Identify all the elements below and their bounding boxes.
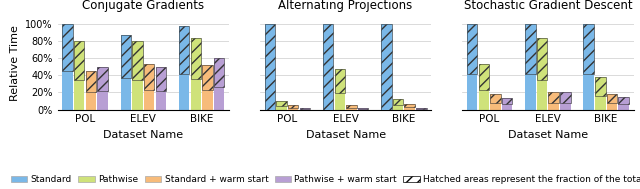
Bar (288, 105, 298, 108)
Bar (346, 105, 356, 110)
Bar (191, 38, 201, 79)
Bar (74, 41, 84, 110)
Bar (202, 65, 212, 90)
Bar (467, 24, 477, 110)
Bar (97, 67, 108, 91)
Bar (358, 108, 369, 109)
Legend: Standard, Pathwise, Standard + warm start, Pathwise + warm start, Hatched areas : Standard, Pathwise, Standard + warm star… (11, 175, 640, 184)
Bar (156, 67, 166, 110)
Bar (288, 105, 298, 110)
Bar (300, 108, 310, 109)
Bar (323, 24, 333, 110)
Bar (560, 92, 571, 103)
Bar (502, 98, 513, 110)
Bar (132, 41, 143, 80)
Bar (595, 77, 605, 96)
Bar (479, 64, 489, 90)
Bar (276, 101, 287, 106)
Bar (323, 24, 333, 110)
Bar (62, 24, 73, 71)
Bar (584, 24, 594, 110)
Bar (490, 94, 500, 103)
Bar (179, 26, 189, 110)
Bar (346, 105, 356, 108)
Bar (537, 38, 547, 110)
Bar (264, 24, 275, 110)
Bar (618, 97, 629, 105)
Bar (358, 108, 369, 110)
Bar (618, 97, 629, 110)
Y-axis label: Relative Time: Relative Time (10, 25, 20, 101)
Bar (156, 67, 166, 91)
Bar (144, 64, 154, 90)
Bar (467, 24, 477, 74)
Bar (120, 35, 131, 110)
Bar (502, 98, 513, 105)
Bar (202, 65, 212, 110)
Bar (62, 24, 73, 110)
Bar (548, 92, 559, 103)
Bar (276, 101, 287, 110)
X-axis label: Dataset Name: Dataset Name (305, 130, 386, 140)
Bar (214, 58, 225, 87)
Title: Stochastic Gradient Descent: Stochastic Gradient Descent (463, 0, 632, 12)
Bar (416, 108, 427, 110)
Bar (381, 24, 392, 110)
Bar (416, 108, 427, 109)
Bar (86, 71, 96, 92)
Bar (607, 94, 617, 110)
Bar (537, 38, 547, 80)
Bar (74, 41, 84, 80)
Title: Conjugate Gradients: Conjugate Gradients (83, 0, 204, 12)
Bar (595, 77, 605, 110)
Bar (393, 99, 403, 110)
Bar (179, 26, 189, 74)
Bar (97, 67, 108, 110)
Bar (393, 99, 403, 105)
Bar (525, 24, 536, 110)
X-axis label: Dataset Name: Dataset Name (508, 130, 588, 140)
Bar (86, 71, 96, 110)
Bar (381, 24, 392, 110)
Bar (548, 92, 559, 110)
Bar (607, 94, 617, 103)
Bar (191, 38, 201, 110)
Bar (264, 24, 275, 110)
Bar (560, 92, 571, 110)
Bar (335, 69, 345, 110)
Bar (214, 58, 225, 110)
Title: Alternating Projections: Alternating Projections (278, 0, 413, 12)
Bar (132, 41, 143, 110)
X-axis label: Dataset Name: Dataset Name (103, 130, 184, 140)
Bar (120, 35, 131, 78)
Bar (144, 64, 154, 110)
Bar (335, 69, 345, 93)
Bar (490, 94, 500, 110)
Bar (584, 24, 594, 74)
Bar (404, 104, 415, 110)
Bar (300, 108, 310, 110)
Bar (525, 24, 536, 74)
Bar (404, 104, 415, 107)
Bar (479, 64, 489, 110)
